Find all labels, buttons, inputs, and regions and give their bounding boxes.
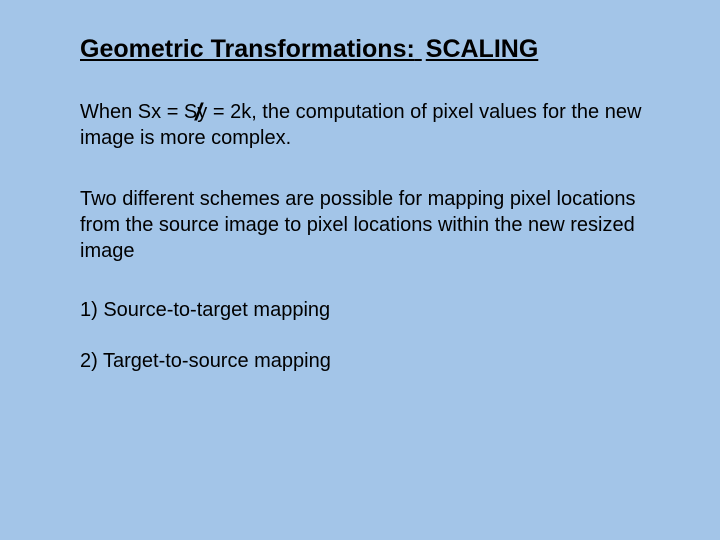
list-item-1: 1) Source-to-target mapping [80, 299, 660, 322]
list-item-2: 2) Target-to-source mapping [80, 350, 660, 373]
slide-title: Geometric Transformations: SCALING [80, 35, 660, 64]
title-part1: Geometric Transformations: [80, 35, 415, 63]
paragraph-1-text: When Sx = Sy = 2k, the computation of pi… [80, 101, 641, 149]
title-part2: SCALING [426, 35, 539, 63]
slide-container: Geometric Transformations: SCALING When … [0, 0, 720, 540]
paragraph-1: When Sx = Sy = 2k, the computation of pi… [80, 99, 660, 151]
paragraph-2: Two different schemes are possible for m… [80, 186, 660, 264]
